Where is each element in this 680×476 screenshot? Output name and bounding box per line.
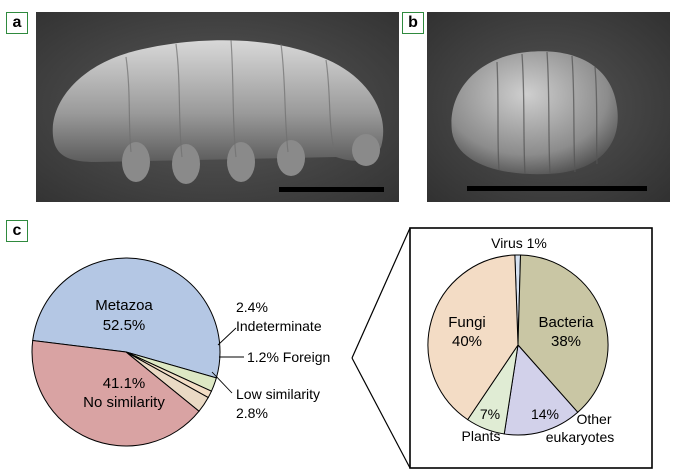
- tardigrade-active-image: [36, 12, 399, 202]
- label-bacteria: Bacteria: [538, 314, 594, 331]
- pie-chart-foreign-breakdown: [427, 254, 609, 436]
- value-plants: 7%: [480, 406, 500, 422]
- pie-slice-metazoa: [32, 257, 221, 379]
- value-no-similarity: 41.1%: [103, 375, 146, 392]
- zoom-connector-top: [351, 227, 411, 359]
- zoom-connector-bottom: [351, 357, 411, 469]
- value-low-similarity: 2.8%: [236, 405, 268, 421]
- label-low-similarity: Low similarity: [236, 386, 320, 402]
- pie-slice-other-eukaryotes: [503, 343, 579, 436]
- label-no-similarity: No similarity: [83, 394, 165, 411]
- panel-label-b: b: [402, 12, 424, 34]
- pie-slice-bacteria: [517, 254, 609, 414]
- pie-slice-fungi: [427, 254, 519, 421]
- scale-bar-b: [467, 186, 647, 191]
- label-other-eukaryotes-line1: Other: [576, 411, 611, 427]
- pie-slice-no-similarity: [31, 339, 200, 447]
- leader-low-similarity: [211, 371, 233, 394]
- label-fungi: Fungi: [448, 314, 486, 331]
- leader-indeterminate: [217, 327, 237, 346]
- value-metazoa: 52.5%: [103, 317, 146, 334]
- label-virus: Virus 1%: [491, 235, 547, 251]
- value-indeterminate: 2.4%: [236, 299, 268, 315]
- tardigrade-tun-image: [427, 12, 670, 202]
- label-other-eukaryotes-line2: eukaryotes: [546, 429, 614, 445]
- pie-chart-genome-origin: [31, 257, 221, 447]
- panel-label-c: c: [6, 220, 28, 242]
- label-foreign: 1.2% Foreign: [247, 349, 330, 365]
- tardigrade-active-micrograph: [36, 12, 399, 202]
- value-fungi: 40%: [452, 333, 482, 350]
- panel-label-a: a: [6, 12, 28, 34]
- label-metazoa: Metazoa: [95, 297, 153, 314]
- scale-bar-a: [279, 187, 384, 192]
- value-other-eukaryotes: 14%: [531, 406, 559, 422]
- foreign-zoom-box: [409, 227, 653, 469]
- value-bacteria: 38%: [551, 333, 581, 350]
- label-plants: Plants: [462, 428, 501, 444]
- label-indeterminate: Indeterminate: [236, 318, 322, 334]
- tardigrade-tun-micrograph: [427, 12, 670, 202]
